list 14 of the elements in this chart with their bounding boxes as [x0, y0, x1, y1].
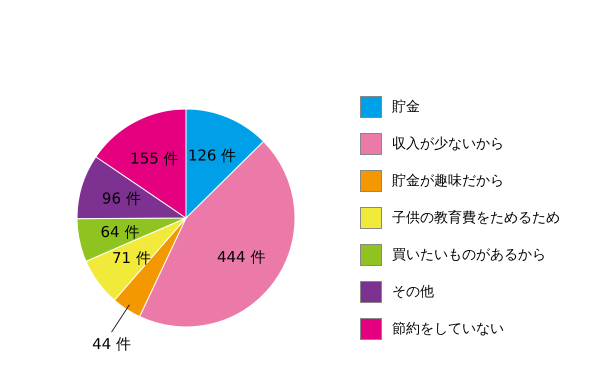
legend-label: 収入が少ないから — [392, 134, 504, 152]
data-label: 126 件 — [188, 146, 236, 165]
data-label: 71 件 — [112, 248, 151, 267]
legend-label: 貯金 — [392, 98, 420, 116]
legend-label: 子供の教育費をためるため — [392, 208, 560, 226]
data-label: 44 件 — [92, 335, 131, 354]
legend-label: その他 — [392, 282, 434, 300]
data-label: 96 件 — [102, 189, 141, 208]
legend-label: 買いたいものがあるから — [392, 246, 546, 264]
legend-label: 貯金が趣味だから — [392, 172, 504, 190]
data-label: 444 件 — [216, 248, 266, 266]
data-label: 155 件 — [130, 149, 179, 168]
legend-label: 節約をしていない — [392, 320, 504, 338]
data-label: 64 件 — [100, 222, 140, 241]
